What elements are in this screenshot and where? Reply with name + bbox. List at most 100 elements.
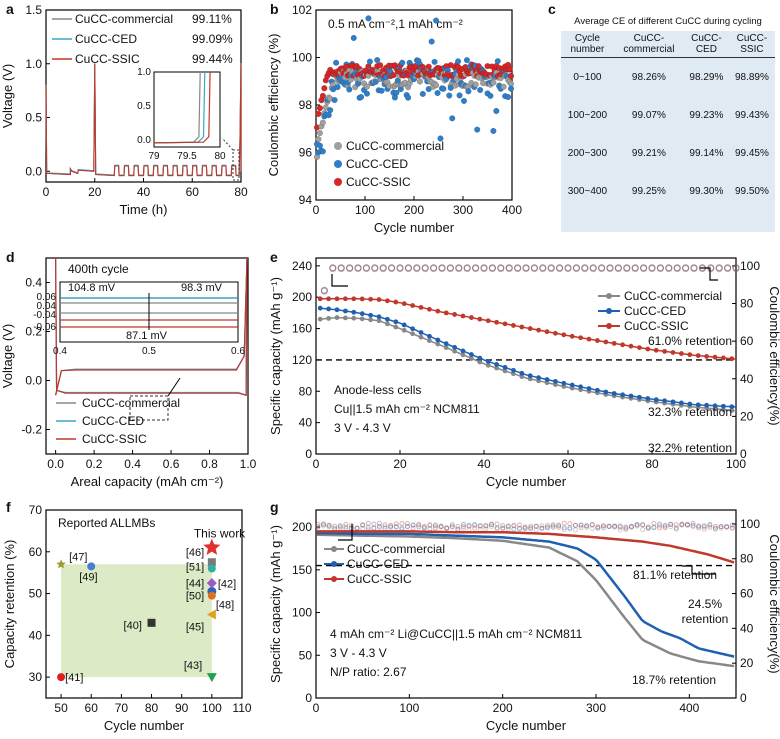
legend-marker xyxy=(331,561,337,567)
y-tick-label: 50 xyxy=(29,587,43,601)
capacity-point xyxy=(519,324,525,330)
ce-point xyxy=(432,523,438,529)
y2-axis-label: Coulombic efficiency(%) xyxy=(767,534,780,673)
legend-ce: 99.09% xyxy=(192,32,233,46)
ce-point xyxy=(514,265,522,273)
ce-point xyxy=(656,525,662,531)
x-tick-label: 60 xyxy=(85,701,99,715)
ce-point xyxy=(379,264,387,272)
ce-point xyxy=(413,265,421,273)
capacity-point xyxy=(494,365,499,371)
ce-point xyxy=(396,264,404,272)
y-tick-label: 200 xyxy=(292,520,312,534)
ce-point xyxy=(360,522,366,528)
x-tick-label: 70 xyxy=(115,701,129,715)
ce-point xyxy=(648,265,656,273)
point-label: [45] xyxy=(186,622,204,634)
ce-cell: 100~200 xyxy=(567,109,608,121)
data-point-ced xyxy=(334,84,341,91)
ce-point xyxy=(634,523,640,529)
ce-point xyxy=(438,265,446,273)
ce-col-header: Cycle number xyxy=(561,31,614,58)
ce-point xyxy=(732,265,740,273)
capacity-point xyxy=(687,352,693,358)
retention-label: 24.5% xyxy=(688,597,722,611)
capacity-point xyxy=(435,341,441,347)
ce-cell: 99.50% xyxy=(734,185,769,197)
data-point-ced xyxy=(505,94,512,100)
table-row: 300~400 99.25% 99.30% 99.50% xyxy=(561,172,775,210)
x-tick-label: 40 xyxy=(477,457,491,471)
y-tick-label: 0.0 xyxy=(25,374,42,388)
ce-point xyxy=(556,264,564,272)
ce-point xyxy=(581,264,589,272)
y-tick-label: 70 xyxy=(29,503,43,517)
data-point xyxy=(206,673,217,683)
ce-point xyxy=(648,264,656,272)
ce-point xyxy=(438,524,444,530)
ce-point xyxy=(388,524,394,530)
capacity-point xyxy=(359,316,365,322)
ce-point xyxy=(522,265,530,273)
ce-point xyxy=(617,523,623,529)
ce-point xyxy=(379,264,387,272)
plot-frame xyxy=(45,509,243,699)
ce-point xyxy=(598,264,606,272)
ce-point xyxy=(455,264,463,272)
ce-point xyxy=(668,524,674,530)
ce-point xyxy=(427,523,433,529)
ce-point xyxy=(371,265,379,273)
ce-point xyxy=(393,524,399,530)
capacity-point xyxy=(511,371,516,377)
ce-point xyxy=(556,264,564,272)
zoom-arrow xyxy=(221,137,234,151)
ce-cell: 99.43% xyxy=(734,109,769,121)
note-text: Cu||1.5 mAh cm⁻² NCM811 xyxy=(334,402,480,416)
ce-point xyxy=(388,524,394,530)
ce-point xyxy=(673,526,679,532)
ce-point xyxy=(718,525,724,531)
ce-point xyxy=(679,522,685,528)
ce-cell: 99.23% xyxy=(689,109,724,121)
axis-arrow xyxy=(700,267,718,281)
ce-cell: 99.21% xyxy=(631,147,666,159)
ce-cell: 98.89% xyxy=(734,71,769,83)
ce-point xyxy=(446,264,454,272)
y-tick-label: 30 xyxy=(29,670,43,684)
capacity-point xyxy=(393,324,399,330)
data-point-ced xyxy=(494,58,501,65)
data-point-commercial xyxy=(364,83,370,90)
ce-point xyxy=(682,265,690,273)
inset-x-tick-label: 0.6 xyxy=(231,346,245,357)
ce-point xyxy=(416,521,422,527)
inset-label: 104.8 mV xyxy=(68,282,116,294)
retention-label: 18.7% retention xyxy=(632,673,716,687)
capacity-point xyxy=(502,364,508,370)
capacity-point xyxy=(620,392,625,398)
ce-point xyxy=(455,265,463,273)
x-tick-label: 80 xyxy=(145,701,159,715)
point-label: [49] xyxy=(79,571,97,583)
ce-point xyxy=(640,527,646,533)
ce-point xyxy=(651,520,657,526)
ce-point xyxy=(645,525,651,531)
x-tick-label: 0 xyxy=(43,185,50,199)
ce-point xyxy=(556,522,562,528)
capacity-point xyxy=(418,334,424,340)
data-point-ced xyxy=(461,97,467,104)
ce-point xyxy=(732,264,740,272)
data-point-commercial xyxy=(500,83,507,90)
y-axis-label: Specific capacity (mAh g⁻¹) xyxy=(268,525,283,683)
ce-point xyxy=(640,264,648,272)
ce-point xyxy=(505,264,513,272)
ce-point xyxy=(460,524,466,530)
ce-point xyxy=(326,523,332,529)
x-axis-label: Cycle number xyxy=(486,718,567,733)
capacity-point xyxy=(418,330,424,335)
ce-point xyxy=(522,264,530,272)
inset-trace xyxy=(153,71,211,144)
x-tick-label: 90 xyxy=(175,701,189,715)
ce-point xyxy=(360,522,366,528)
ce-point xyxy=(595,524,601,530)
capacity-point xyxy=(628,393,634,399)
